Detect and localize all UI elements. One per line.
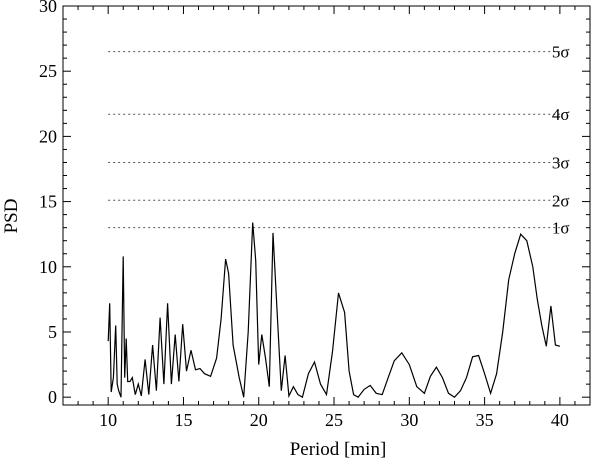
y-axis-label: PSD <box>1 199 22 234</box>
x-tick-label: 15 <box>174 410 192 430</box>
significance-lines <box>108 51 560 229</box>
y-tick-label: 25 <box>39 61 57 81</box>
x-tick-label: 35 <box>476 410 494 430</box>
significance-label: 3σ <box>552 153 570 172</box>
significance-labels: 1σ 2σ 3σ 4σ 5σ <box>552 43 570 238</box>
y-tick-label: 20 <box>39 126 57 146</box>
y-tick-label: 0 <box>48 387 57 407</box>
x-tick-label: 40 <box>551 410 569 430</box>
significance-label: 2σ <box>552 191 570 210</box>
x-axis-label: Period [min] <box>290 439 387 460</box>
x-tick-label: 30 <box>400 410 418 430</box>
y-tick-label: 30 <box>39 0 57 16</box>
plot-frame <box>62 5 591 406</box>
significance-label: 1σ <box>552 219 570 238</box>
significance-label: 5σ <box>552 43 570 62</box>
y-tick-label: 10 <box>39 257 57 277</box>
y-tick-label: 15 <box>39 192 57 212</box>
x-tick-label: 20 <box>250 410 268 430</box>
psd-series-line <box>107 222 561 399</box>
y-tick-label: 5 <box>48 322 57 342</box>
significance-label: 4σ <box>552 105 570 124</box>
x-tick-label: 10 <box>99 410 117 430</box>
x-tick-label: 25 <box>325 410 343 430</box>
axis-ticks: 10 15 20 25 30 35 40 0 5 10 15 20 25 30 <box>39 0 591 430</box>
